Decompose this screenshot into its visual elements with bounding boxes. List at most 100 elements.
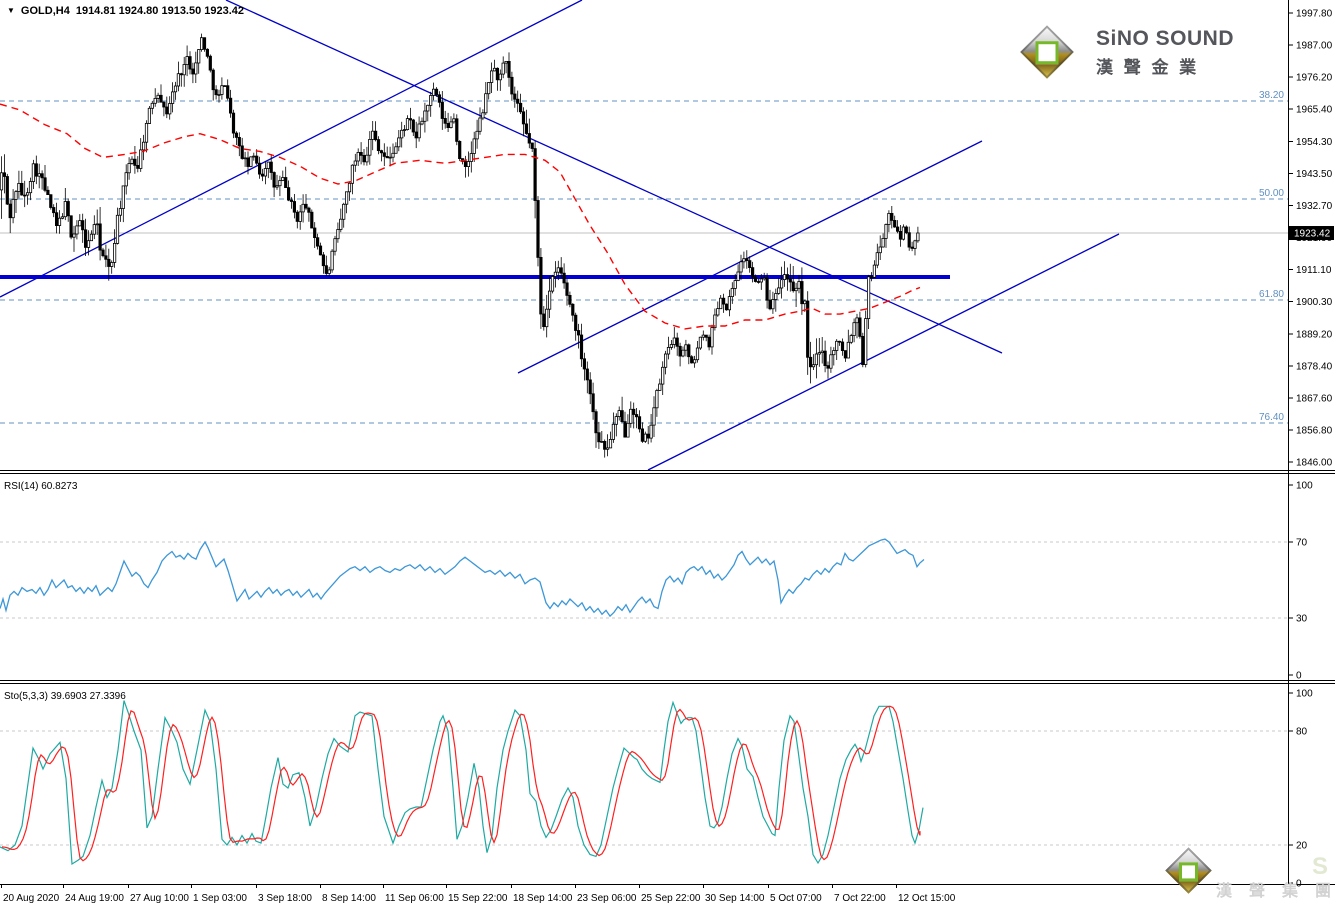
candle [159, 94, 163, 103]
candle [533, 148, 537, 201]
candle [350, 164, 355, 184]
price-axis-label: 1997.80 [1296, 9, 1333, 20]
candle [113, 242, 117, 263]
candle [28, 181, 33, 194]
candle [881, 237, 885, 248]
time-axis-label: 5 Oct 07:00 [770, 893, 822, 904]
candle [107, 258, 111, 267]
candle [458, 140, 462, 159]
candle [263, 168, 268, 177]
candle [666, 346, 671, 355]
candle [527, 133, 531, 144]
candle [118, 208, 122, 216]
candle [260, 173, 265, 177]
candle [716, 308, 720, 316]
candle [704, 334, 708, 338]
candle [289, 199, 294, 202]
candle [751, 267, 755, 278]
candle [231, 112, 236, 134]
candle [89, 233, 93, 242]
logo-diamond-icon [1020, 25, 1074, 79]
candle [286, 187, 291, 201]
price-axis-label: 1987.00 [1296, 40, 1333, 51]
moving-average-line[interactable] [0, 103, 921, 330]
candle [5, 176, 9, 205]
candle [211, 69, 215, 91]
candle [63, 201, 67, 218]
candle [0, 172, 4, 191]
candle [661, 366, 665, 385]
candle [423, 110, 427, 122]
candle [321, 254, 326, 267]
candle [649, 424, 653, 439]
candle [81, 220, 85, 231]
candle [110, 262, 114, 267]
candle [916, 232, 920, 242]
candle [893, 219, 897, 228]
candle [878, 246, 882, 254]
candle [695, 347, 700, 361]
candle [524, 123, 529, 134]
candle [434, 88, 439, 96]
candle [92, 224, 96, 235]
candle [182, 64, 186, 76]
price-axis-label: 1976.20 [1296, 72, 1333, 83]
candle [336, 229, 340, 240]
candle [327, 269, 331, 274]
candle [623, 421, 627, 438]
candle [255, 155, 259, 164]
candle [719, 297, 723, 310]
indicator-axis-label: 0 [1296, 671, 1302, 682]
time-axis-label: 20 Aug 2020 [3, 893, 60, 904]
candle [542, 313, 546, 328]
candle [469, 153, 473, 162]
watermark-name-cn: 漢聲集團 [1216, 883, 1335, 900]
trendline[interactable] [225, 0, 1003, 354]
indicator-axis-label: 0 [1296, 879, 1302, 890]
candle [205, 48, 209, 57]
trendline[interactable] [647, 233, 1120, 471]
candle [632, 408, 636, 415]
candle [739, 261, 743, 273]
candle [872, 264, 877, 278]
candle [510, 76, 514, 95]
candle [635, 414, 639, 418]
candle [713, 314, 717, 329]
price-axis-label: 1856.80 [1296, 426, 1333, 437]
time-axis-label: 18 Sep 14:00 [513, 893, 573, 904]
candle [307, 207, 311, 213]
candle [431, 88, 436, 96]
candle [417, 123, 421, 139]
candle [130, 158, 134, 164]
candle [840, 341, 845, 352]
candle [675, 337, 679, 347]
candle [339, 218, 343, 230]
candle [362, 154, 366, 163]
candle [501, 62, 505, 75]
candle [843, 350, 848, 359]
candle [437, 94, 442, 103]
candle [780, 279, 784, 289]
candle [391, 152, 395, 158]
candle [342, 203, 346, 220]
watermark-diamond-icon [1165, 847, 1212, 894]
candle [252, 155, 256, 158]
candle [745, 258, 749, 262]
candle [652, 407, 656, 426]
indicator-axis-label: 20 [1296, 841, 1308, 852]
symbol-title-bar[interactable]: ▼ GOLD,H4 1914.81 1924.80 1913.50 1923.4… [7, 5, 244, 17]
candle [324, 265, 328, 274]
chevron-down-icon[interactable]: ▼ [7, 6, 15, 15]
candle [826, 365, 830, 369]
candle [446, 123, 450, 129]
trendline[interactable] [0, 0, 583, 298]
candles [0, 33, 920, 458]
candle [359, 151, 363, 156]
candle [385, 155, 389, 159]
stochastic-main-line [0, 700, 924, 866]
candle [429, 95, 433, 106]
rsi-line [0, 538, 925, 618]
candle [234, 132, 238, 138]
